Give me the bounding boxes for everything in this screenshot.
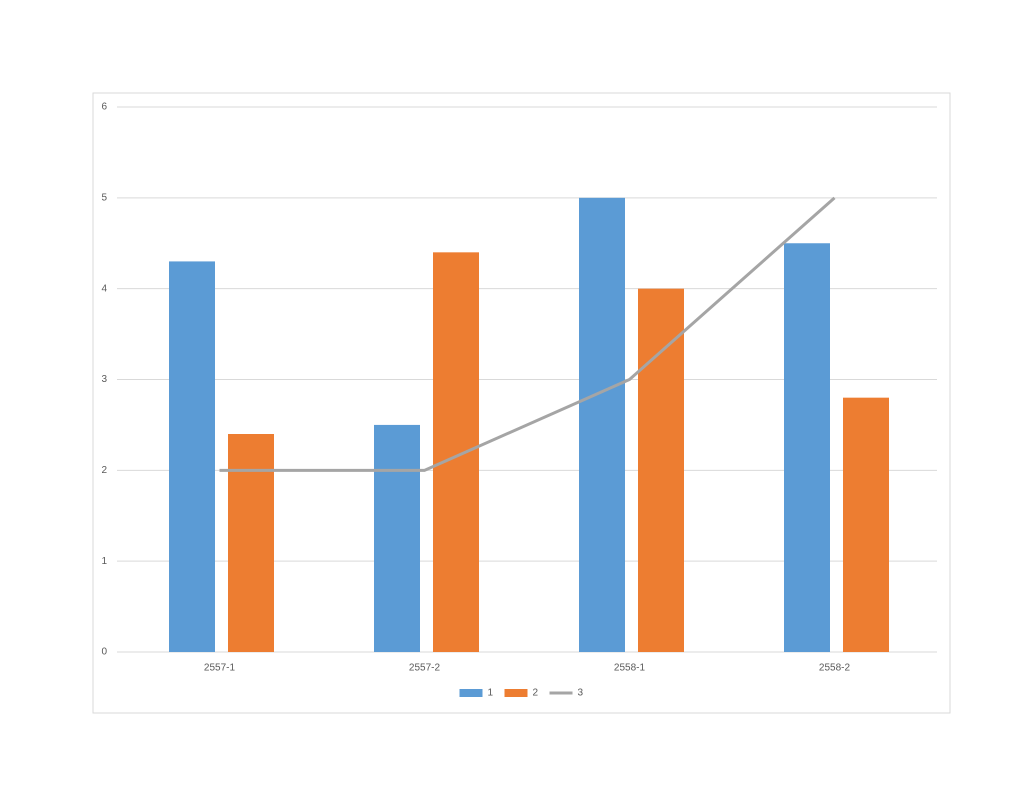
bar [433,252,479,653]
bar [638,288,684,652]
x-tick-label: 2558-1 [614,663,646,674]
line-series [219,196,836,472]
legend-swatch [504,689,528,697]
bar [169,261,215,652]
bar [843,397,889,652]
x-tick-label: 2557-2 [409,663,441,674]
x-tick-label: 2558-2 [819,663,851,674]
bar [374,424,420,652]
y-tick-label: 4 [101,283,107,294]
y-tick-label: 2 [101,465,107,476]
x-tick-label: 2557-1 [204,663,236,674]
y-tick-label: 3 [101,374,107,385]
y-tick-label: 6 [101,102,107,113]
bar [228,434,274,652]
legend-label: 3 [578,688,584,699]
y-tick-label: 0 [101,647,107,658]
y-tick-label: 1 [101,556,107,567]
y-tick-label: 5 [101,192,107,203]
legend-label: 2 [533,688,539,699]
legend-label: 1 [488,688,494,699]
bar [579,197,625,653]
legend-swatch [459,689,483,697]
bar [784,243,830,652]
